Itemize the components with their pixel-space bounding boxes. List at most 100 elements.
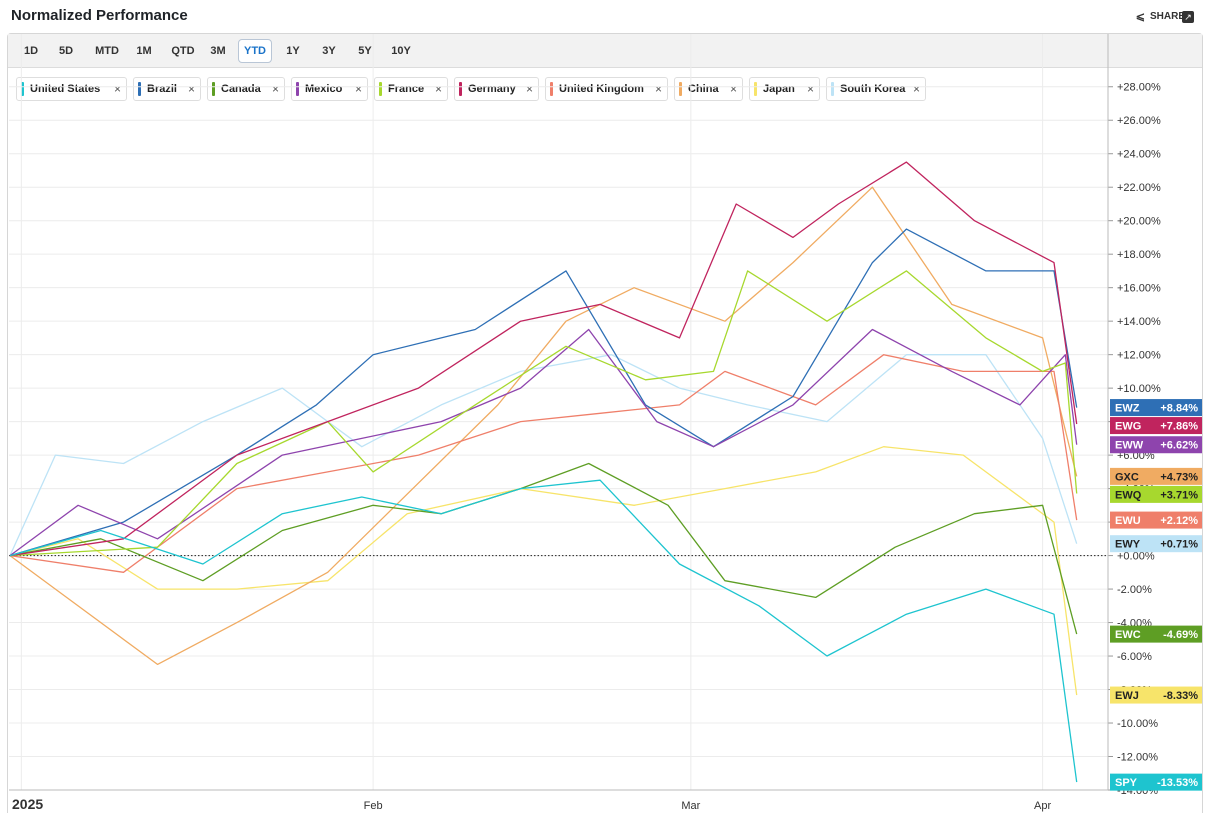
chart-title: Normalized Performance xyxy=(11,7,188,24)
y-tick-label: +12.00% xyxy=(1117,350,1161,362)
end-tag-value: +6.62% xyxy=(1160,440,1198,452)
series-line-ewg xyxy=(9,161,1078,557)
range-button-3m[interactable]: 3M xyxy=(210,45,226,57)
expand-icon[interactable]: ↗ xyxy=(1182,11,1194,23)
remove-series-icon[interactable]: × xyxy=(729,82,737,96)
y-tick-label: +24.00% xyxy=(1117,149,1161,161)
y-tick-label: +28.00% xyxy=(1117,82,1161,94)
end-tag-bg xyxy=(1110,399,1202,417)
end-tag-ticker: EWJ xyxy=(1115,690,1139,702)
y-tick-label: +20.00% xyxy=(1117,216,1161,228)
legend-swatch xyxy=(754,82,757,96)
range-button-5d[interactable]: 5D xyxy=(58,45,74,57)
y-tick-label: +22.00% xyxy=(1117,182,1161,194)
legend-swatch xyxy=(550,82,553,96)
legend-chip-eww[interactable]: Mexico × xyxy=(291,77,368,101)
legend-swatch xyxy=(212,82,215,96)
legend-label: Germany xyxy=(468,83,516,95)
legend-swatch xyxy=(459,82,462,96)
range-button-10y[interactable]: 10Y xyxy=(391,45,411,57)
y-tick-label: +16.00% xyxy=(1117,283,1161,295)
legend-chip-spy[interactable]: United States × xyxy=(16,77,127,101)
end-tag-ewc: EWC -4.69% xyxy=(1110,625,1202,643)
x-tick-label: Feb xyxy=(364,800,383,812)
x-tick-label: 2025 xyxy=(12,796,43,812)
series-line-ewu xyxy=(9,354,1078,573)
range-button-1m[interactable]: 1M xyxy=(136,45,152,57)
end-tag-ewz: EWZ +8.84% xyxy=(1110,399,1202,417)
share-button[interactable]: ⩽ SHARE xyxy=(1136,10,1185,23)
end-tag-ticker: EWQ xyxy=(1115,489,1142,501)
legend-swatch xyxy=(296,82,299,96)
series-line-ewq xyxy=(9,270,1078,557)
end-tag-ticker: SPY xyxy=(1115,777,1138,789)
remove-series-icon[interactable]: × xyxy=(187,82,195,96)
legend-swatch xyxy=(21,82,24,96)
end-tag-ticker: EWW xyxy=(1115,440,1144,452)
end-tag-bg xyxy=(1110,773,1202,791)
end-tag-value: -13.53% xyxy=(1157,777,1198,789)
legend-chip-gxc[interactable]: China × xyxy=(674,77,743,101)
chart-panel: 1D 5D MTD 1M QTD 3M YTD 1Y 3Y 5Y 10Y United States… xyxy=(7,33,1203,813)
range-button-qtd[interactable]: QTD xyxy=(171,45,195,57)
remove-series-icon[interactable]: × xyxy=(806,82,814,96)
x-tick-label: Mar xyxy=(681,800,700,812)
remove-series-icon[interactable]: × xyxy=(525,82,533,96)
series-line-ewy xyxy=(9,354,1078,556)
remove-series-icon[interactable]: × xyxy=(654,82,662,96)
end-tag-ticker: EWC xyxy=(1115,629,1141,641)
end-tag-ewu: EWU +2.12% xyxy=(1110,511,1202,529)
share-label: SHARE xyxy=(1149,11,1185,22)
end-tag-value: -4.69% xyxy=(1163,629,1198,641)
end-tag-ticker: EWU xyxy=(1115,515,1141,527)
end-tag-value: +3.71% xyxy=(1160,489,1198,501)
range-button-mtd[interactable]: MTD xyxy=(95,45,119,57)
end-tag-value: +7.86% xyxy=(1160,421,1198,433)
range-button-3y[interactable]: 3Y xyxy=(322,45,336,57)
legend-chip-ewq[interactable]: France × xyxy=(374,77,448,101)
legend-chip-ewu[interactable]: United Kingdom × xyxy=(545,77,668,101)
range-toolbar: 1D 5D MTD 1M QTD 3M YTD 1Y 3Y 5Y 10Y xyxy=(8,34,1202,68)
y-tick-label: +18.00% xyxy=(1117,249,1161,261)
x-tick-label: Apr xyxy=(1034,800,1051,812)
end-tag-ticker: EWZ xyxy=(1115,403,1140,415)
legend-label: United Kingdom xyxy=(559,83,644,95)
end-tag-ewy: EWY +0.71% xyxy=(1110,535,1202,553)
series-line-ewc xyxy=(9,462,1078,635)
legend-label: Mexico xyxy=(305,83,343,95)
end-tag-ewg: EWG +7.86% xyxy=(1110,417,1202,435)
end-tag-bg xyxy=(1110,535,1202,553)
legend-label: United States xyxy=(30,83,101,95)
end-tag-ewj: EWJ -8.33% xyxy=(1110,686,1202,704)
end-tag-value: +2.12% xyxy=(1160,515,1198,527)
remove-series-icon[interactable]: × xyxy=(271,82,279,96)
remove-series-icon[interactable]: × xyxy=(354,82,362,96)
legend-chip-ewy[interactable]: South Korea × xyxy=(826,77,926,101)
end-tag-bg xyxy=(1110,686,1202,704)
end-tag-value: -8.33% xyxy=(1163,690,1198,702)
y-tick-label: +26.00% xyxy=(1117,115,1161,127)
legend-chip-ewj[interactable]: Japan × xyxy=(749,77,820,101)
range-button-1d[interactable]: 1D xyxy=(23,45,39,57)
y-tick-label: -12.00% xyxy=(1117,752,1158,764)
y-tick-label: +14.00% xyxy=(1117,316,1161,328)
end-tag-bg xyxy=(1110,625,1202,643)
legend-chip-ewz[interactable]: Brazil × xyxy=(133,77,201,101)
remove-series-icon[interactable]: × xyxy=(912,82,920,96)
remove-series-icon[interactable]: × xyxy=(434,82,442,96)
chart-svg: +28.00% +26.00% +24.00% +22.00% +20.00% +18.0… xyxy=(9,34,1202,812)
range-button-5y[interactable]: 5Y xyxy=(358,45,372,57)
end-tag-ewq: EWQ +3.71% xyxy=(1110,485,1202,503)
remove-series-icon[interactable]: × xyxy=(113,82,121,96)
legend-label: Canada xyxy=(221,83,261,95)
legend-chip-ewg[interactable]: Germany × xyxy=(454,77,539,101)
range-button-ytd[interactable]: YTD xyxy=(238,39,272,63)
end-tag-ticker: EWG xyxy=(1115,421,1141,433)
series-line-gxc xyxy=(9,186,1078,666)
range-button-1y[interactable]: 1Y xyxy=(286,45,300,57)
legend-swatch xyxy=(379,82,382,96)
series-line-ewj xyxy=(9,446,1078,696)
end-tag-gxc: GXC +4.73% xyxy=(1110,467,1202,485)
y-tick-label: -10.00% xyxy=(1117,718,1158,730)
legend-chip-ewc[interactable]: Canada × xyxy=(207,77,285,101)
